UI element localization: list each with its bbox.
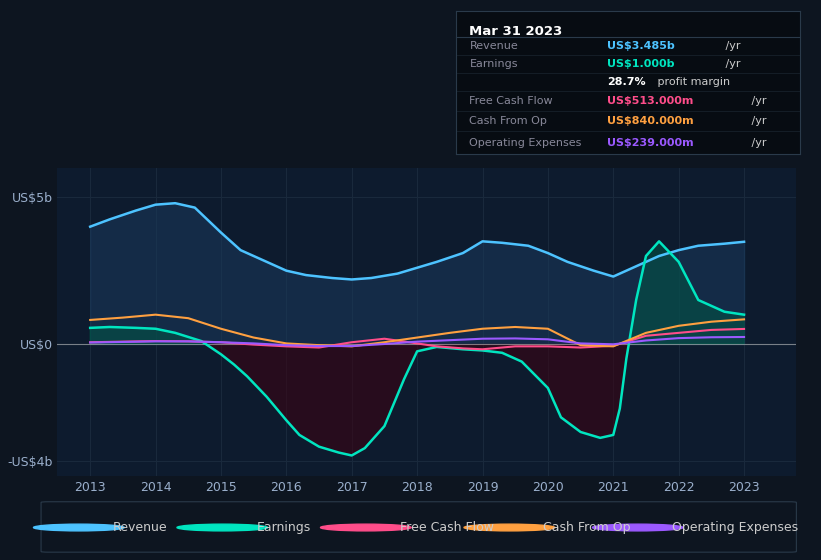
Text: US$513.000m: US$513.000m: [608, 96, 694, 106]
Text: /yr: /yr: [722, 41, 741, 51]
Text: US$3.485b: US$3.485b: [608, 41, 675, 51]
Text: Mar 31 2023: Mar 31 2023: [470, 26, 562, 39]
Circle shape: [177, 524, 268, 531]
Text: Free Cash Flow: Free Cash Flow: [470, 96, 553, 106]
Text: Operating Expenses: Operating Expenses: [470, 138, 582, 148]
Text: Cash From Op: Cash From Op: [470, 116, 548, 126]
Text: Free Cash Flow: Free Cash Flow: [400, 521, 493, 534]
Text: /yr: /yr: [748, 138, 766, 148]
Text: Cash From Op: Cash From Op: [544, 521, 631, 534]
Text: US$1.000b: US$1.000b: [608, 59, 675, 69]
Circle shape: [593, 524, 683, 531]
Text: Earnings: Earnings: [256, 521, 310, 534]
Text: /yr: /yr: [748, 96, 766, 106]
Circle shape: [320, 524, 411, 531]
Text: /yr: /yr: [748, 116, 766, 126]
Text: profit margin: profit margin: [654, 77, 730, 87]
Text: US$239.000m: US$239.000m: [608, 138, 694, 148]
FancyBboxPatch shape: [41, 502, 796, 552]
Text: Earnings: Earnings: [470, 59, 518, 69]
Text: 28.7%: 28.7%: [608, 77, 646, 87]
Text: Revenue: Revenue: [470, 41, 518, 51]
Text: US$840.000m: US$840.000m: [608, 116, 694, 126]
Circle shape: [34, 524, 124, 531]
Circle shape: [464, 524, 555, 531]
Text: Revenue: Revenue: [112, 521, 167, 534]
Text: /yr: /yr: [722, 59, 741, 69]
Text: Operating Expenses: Operating Expenses: [672, 521, 798, 534]
